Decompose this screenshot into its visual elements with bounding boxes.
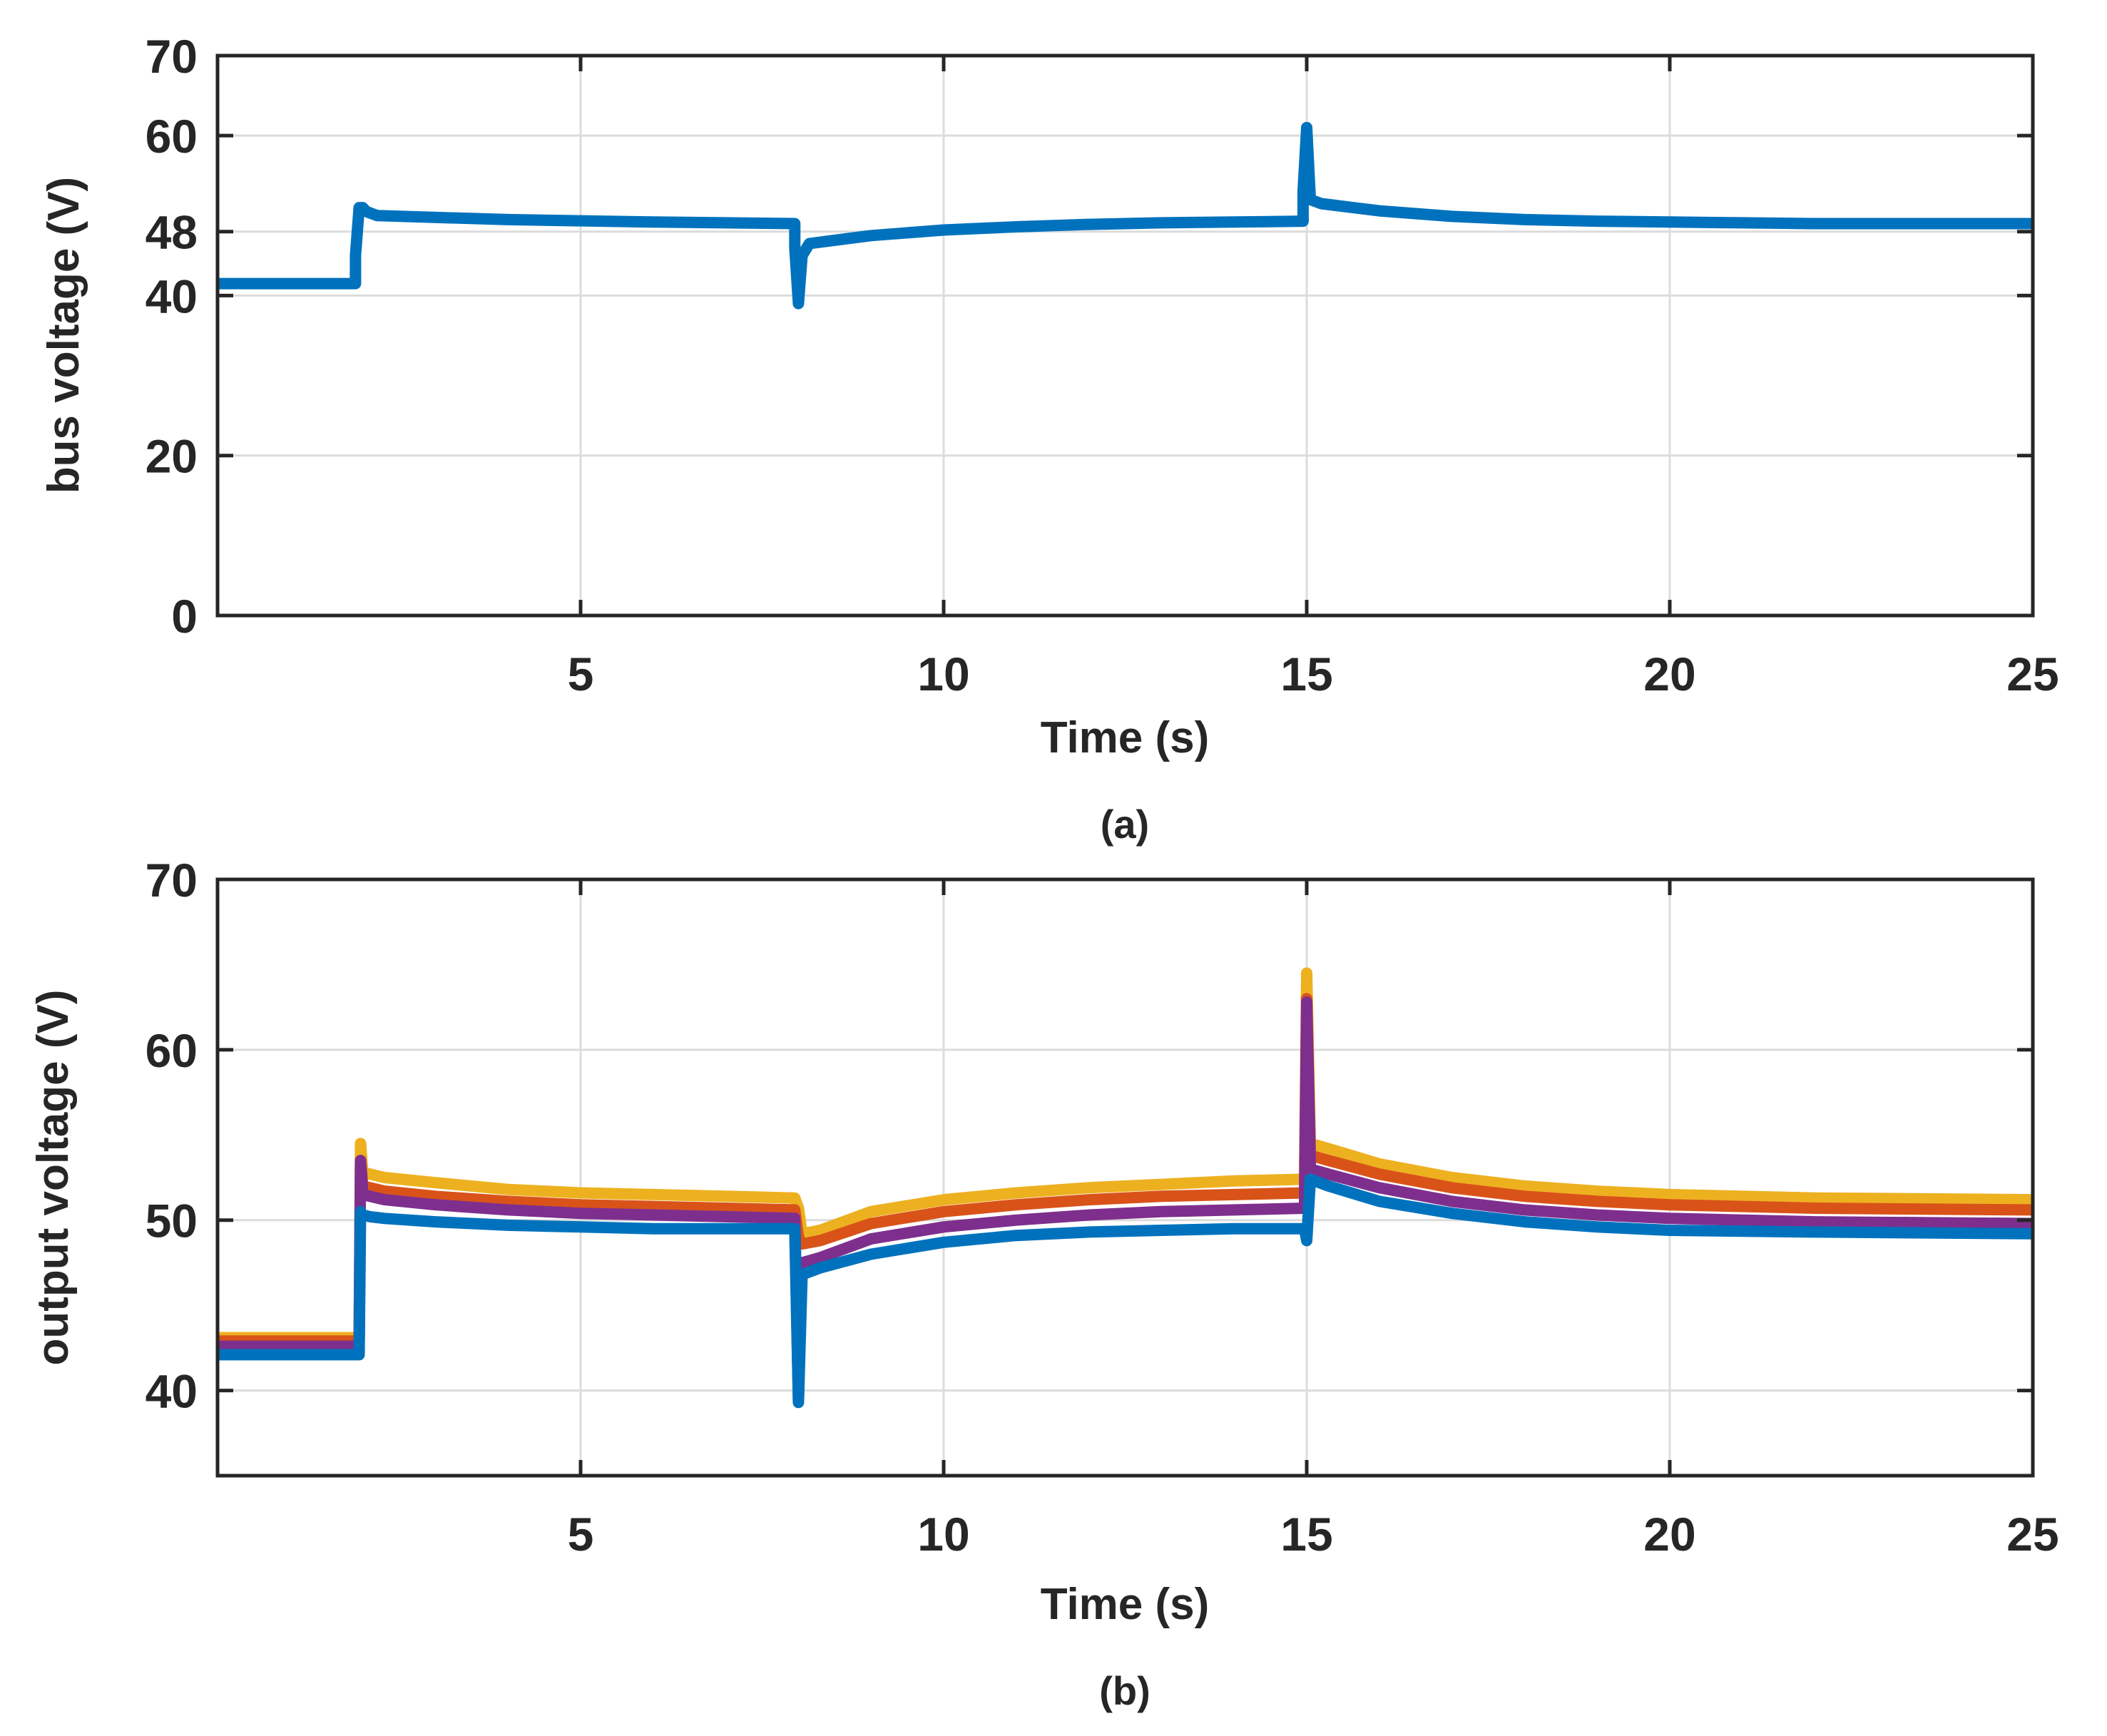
ticks-a: 5 10 15 20 25 0 20 40 48 60 70: [146, 30, 2059, 700]
xtick-label-b-4: 25: [2006, 1508, 2058, 1561]
ylabel-b: output voltage (V): [29, 990, 78, 1366]
lines-b: [218, 967, 2034, 1409]
panel-b: 5 10 15 20 25 40 50 60 70 output voltage (V) Tim…: [29, 854, 2059, 1713]
xtick-label-b-1: 10: [917, 1508, 969, 1561]
series-line-b-0: [218, 967, 2034, 1344]
xlabel-a: Time (s): [1041, 713, 1210, 762]
lines-a: [218, 121, 2033, 310]
ytick-label-a-0: 0: [171, 590, 198, 643]
xtick-label-a-2: 15: [1280, 648, 1332, 700]
xtick-label-a-0: 5: [568, 648, 594, 700]
xtick-label-a-4: 25: [2006, 648, 2058, 700]
ytick-label-a-4: 60: [146, 110, 198, 163]
xtick-label-a-1: 10: [917, 648, 969, 700]
ytick-label-a-5: 70: [146, 30, 198, 83]
ytick-label-a-2: 40: [146, 270, 198, 322]
xtick-label-a-3: 20: [1643, 648, 1695, 700]
ticks-b: 5 10 15 20 25 40 50 60 70: [146, 854, 2059, 1561]
series-line-a-0: [218, 121, 2033, 310]
ylabel-a: bus voltage (V): [39, 177, 88, 494]
caption-b: (b): [1099, 1668, 1151, 1713]
plot-area-a: [218, 56, 2033, 616]
axes-box-a: [215, 53, 2035, 618]
series-line-b-1: [218, 993, 2034, 1347]
ytick-label-a-3: 48: [146, 206, 198, 259]
ytick-label-b-2: 60: [146, 1024, 198, 1077]
axes-box-b: [215, 877, 2035, 1478]
ytick-label-b-3: 70: [146, 854, 198, 907]
ytick-label-a-1: 20: [146, 430, 198, 483]
plot-area-b: [218, 879, 2033, 1476]
xlabel-b: Time (s): [1041, 1580, 1210, 1629]
xtick-label-b-0: 5: [568, 1508, 594, 1561]
panel-a: 5 10 15 20 25 0 20 40 48 60 70 bus voltage (V) Tim…: [39, 30, 2059, 847]
xtick-label-b-3: 20: [1643, 1508, 1695, 1561]
caption-a: (a): [1101, 802, 1149, 847]
ytick-label-b-0: 40: [146, 1365, 198, 1418]
series-line-b-2: [218, 996, 2034, 1405]
xtick-label-b-2: 15: [1280, 1508, 1332, 1561]
ytick-label-b-1: 50: [146, 1195, 198, 1247]
series-line-b-3: [218, 1173, 2034, 1409]
